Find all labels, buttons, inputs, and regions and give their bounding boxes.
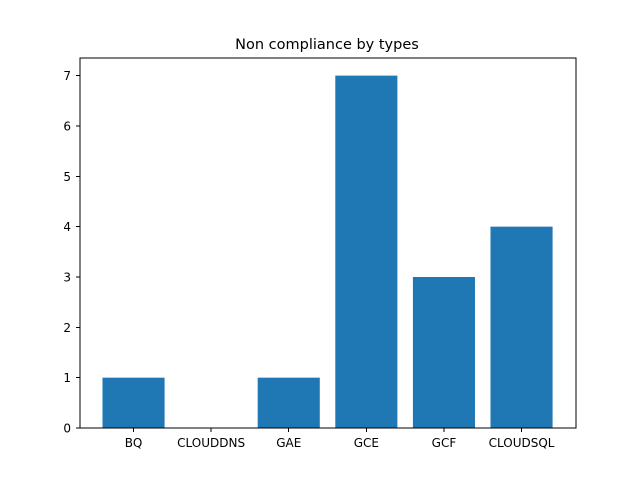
x-tick-label: CLOUDDNS	[177, 436, 245, 450]
x-tick-label: GCE	[354, 436, 379, 450]
y-tick-label: 6	[63, 119, 71, 133]
bars-group	[102, 75, 553, 429]
x-axis-ticks: BQ CLOUDDNS GAE GCE GCF CLOUDSQL	[125, 428, 555, 450]
x-tick-label: BQ	[125, 436, 143, 450]
x-tick-label: GCF	[432, 436, 457, 450]
y-tick-label: 2	[63, 321, 71, 335]
bar-cloudsql	[490, 226, 553, 428]
bar-gce	[335, 75, 398, 429]
bar-gcf	[412, 276, 475, 428]
bar-gae	[257, 377, 320, 428]
bar-bq	[102, 377, 165, 428]
y-tick-label: 4	[63, 220, 71, 234]
y-tick-label: 3	[63, 270, 71, 284]
x-tick-label: GAE	[276, 436, 301, 450]
y-tick-label: 5	[63, 170, 71, 184]
plot-frame	[79, 57, 577, 429]
x-tick-label: CLOUDSQL	[489, 436, 555, 450]
y-tick-label: 0	[63, 422, 71, 436]
y-tick-label: 1	[63, 371, 71, 385]
chart-title: Non compliance by types	[235, 37, 419, 53]
y-tick-label: 7	[63, 69, 71, 83]
y-axis-ticks: 0 1 2 3 4 5 6 7	[63, 69, 80, 436]
